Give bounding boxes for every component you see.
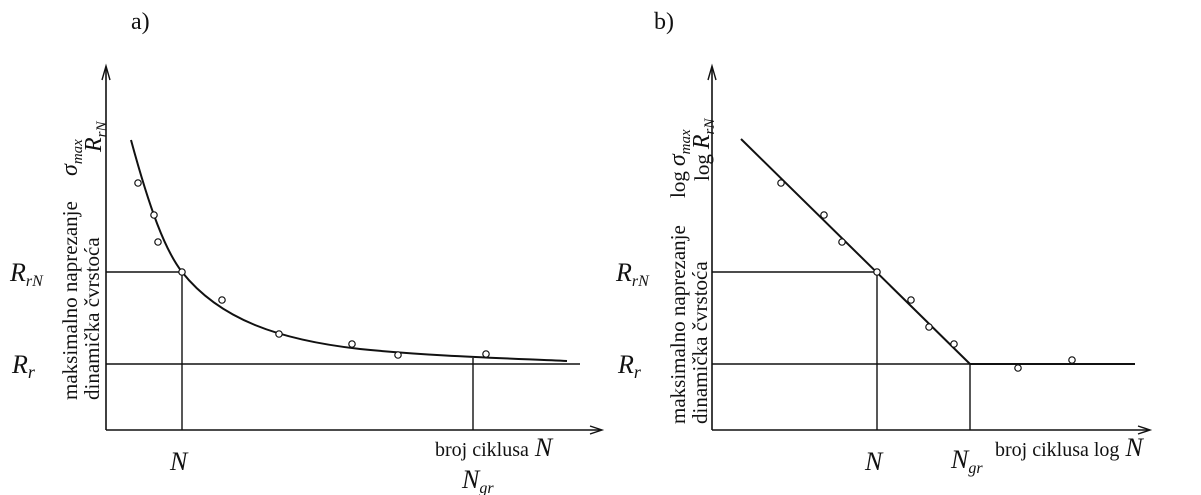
panel-b-point — [873, 268, 881, 276]
panel-b-x-arrow — [1137, 425, 1153, 435]
panel-b-point — [950, 340, 958, 348]
panel-a-tick-rr: Rr — [11, 350, 36, 382]
panel-a-x-label: broj ciklusa N — [435, 433, 554, 462]
panel-b-fatigue-line — [740, 138, 971, 365]
panel-a-point — [394, 351, 402, 359]
panel-b-tick-ngr: Ngr — [950, 445, 983, 477]
panel-a-y-symbol-sigma: σmax — [57, 139, 86, 176]
panel-a-y-label-line2: dinamička čvrstoća — [80, 237, 104, 400]
panel-b-point — [1068, 356, 1076, 364]
panel-a-y-symbol-r: RrN — [81, 120, 110, 153]
panel-b-y-label-line2: dinamička čvrstoća — [688, 261, 712, 424]
panel-a-tick-n: N — [169, 447, 189, 476]
panel-a-point — [348, 340, 356, 348]
panel-b-y-symbol-r: logRrN — [689, 118, 718, 181]
panel-a-y-label-line1: maksimalno naprezanje — [58, 201, 82, 400]
panel-a-point — [154, 238, 162, 246]
panel-b: b) RrN Rr N Ngr broj — [615, 9, 1153, 477]
panel-b-tag: b) — [654, 9, 674, 35]
panel-a-point — [134, 179, 142, 187]
panel-a-x-arrow — [589, 425, 605, 435]
panel-a-tick-rrn: RrN — [9, 258, 44, 290]
panel-b-point — [925, 323, 933, 331]
panel-a-point — [178, 268, 186, 276]
panel-b-point — [820, 211, 828, 219]
panel-b-point — [838, 238, 846, 246]
panel-a-tick-ngr: Ngr — [461, 465, 494, 495]
panel-b-tick-n: N — [864, 447, 884, 476]
panel-a: a) RrN Rr N Ngr broj ciklu — [9, 9, 605, 495]
panel-a-point — [275, 330, 283, 338]
panel-b-y-arrow — [707, 63, 717, 81]
panel-b-points — [777, 179, 1076, 372]
panel-b-point — [1014, 364, 1022, 372]
panel-a-points — [134, 179, 490, 359]
panel-b-tick-rr: Rr — [617, 350, 642, 382]
panel-b-y-label-line1: maksimalno naprezanje — [666, 225, 690, 424]
panel-b-x-label: broj ciklusa log N — [995, 433, 1144, 462]
panel-a-point — [150, 211, 158, 219]
panel-a-y-arrow — [101, 63, 111, 81]
panel-b-point — [907, 296, 915, 304]
panel-a-y-label: maksimalno naprezanje dinamička čvrstoća… — [57, 120, 110, 400]
panel-b-point — [777, 179, 785, 187]
panel-b-tick-rrn: RrN — [615, 258, 650, 290]
panel-a-fatigue-curve — [130, 139, 568, 362]
panel-a-point — [482, 350, 490, 358]
panel-a-point — [218, 296, 226, 304]
panel-a-tag: a) — [131, 9, 150, 35]
panel-b-y-symbol-sigma: logσmax — [665, 129, 694, 198]
panel-b-y-label: maksimalno naprezanje dinamička čvrstoća… — [665, 118, 718, 424]
